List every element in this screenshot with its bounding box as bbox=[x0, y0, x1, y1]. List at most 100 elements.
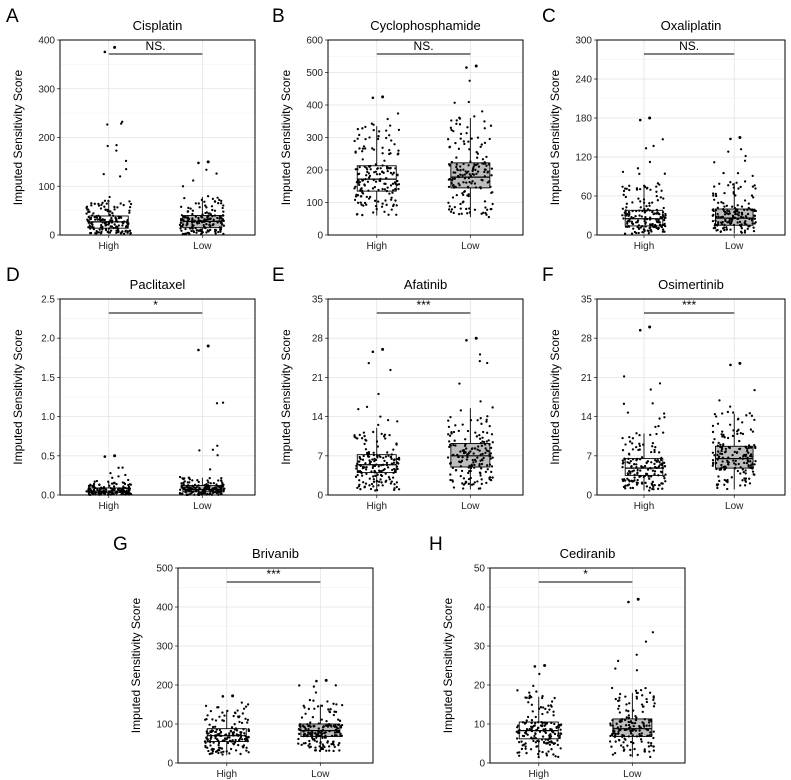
data-point bbox=[720, 216, 723, 219]
y-tick-label: 500 bbox=[306, 68, 323, 79]
data-point bbox=[467, 471, 470, 475]
data-point bbox=[314, 691, 318, 694]
x-tick-label: Low bbox=[461, 501, 480, 512]
data-point bbox=[103, 218, 106, 222]
data-point bbox=[121, 481, 124, 484]
data-point bbox=[209, 709, 213, 713]
data-point bbox=[234, 738, 237, 742]
data-point bbox=[449, 415, 452, 419]
data-point bbox=[635, 669, 639, 672]
data-point bbox=[723, 223, 726, 227]
data-point bbox=[472, 165, 475, 168]
points-high bbox=[85, 120, 133, 236]
data-point bbox=[547, 750, 550, 753]
data-point bbox=[89, 217, 92, 221]
data-point bbox=[103, 205, 106, 208]
data-point bbox=[643, 474, 646, 478]
data-point bbox=[119, 215, 122, 219]
data-point bbox=[297, 737, 300, 741]
data-point bbox=[447, 425, 451, 429]
data-point bbox=[631, 486, 635, 490]
data-point bbox=[228, 752, 231, 755]
data-point bbox=[454, 468, 458, 472]
data-point bbox=[367, 172, 371, 175]
data-point bbox=[454, 424, 457, 427]
data-point bbox=[657, 424, 660, 428]
data-point bbox=[93, 215, 96, 219]
data-point bbox=[555, 726, 558, 729]
data-point bbox=[472, 461, 475, 464]
data-point bbox=[723, 213, 727, 216]
panel-title: Afatinib bbox=[404, 277, 447, 292]
data-point bbox=[658, 221, 661, 224]
data-point bbox=[621, 718, 624, 721]
data-point bbox=[390, 480, 393, 483]
data-point bbox=[455, 119, 458, 122]
data-point bbox=[651, 225, 655, 228]
data-point bbox=[457, 212, 461, 216]
data-point bbox=[226, 709, 229, 713]
data-point bbox=[300, 716, 304, 719]
data-point bbox=[220, 479, 223, 483]
data-point bbox=[515, 737, 519, 740]
data-point bbox=[723, 191, 726, 195]
data-point bbox=[186, 222, 189, 226]
data-point bbox=[240, 721, 244, 725]
data-point bbox=[741, 213, 744, 216]
plot-frame bbox=[59, 39, 256, 236]
data-point bbox=[482, 456, 485, 460]
data-point bbox=[111, 488, 114, 491]
data-point bbox=[655, 432, 658, 436]
data-point bbox=[385, 129, 388, 132]
data-point bbox=[318, 749, 322, 752]
data-point bbox=[467, 100, 470, 104]
data-point bbox=[736, 204, 739, 207]
data-point bbox=[357, 470, 360, 473]
data-point bbox=[184, 227, 187, 231]
data-point bbox=[654, 425, 657, 429]
data-point bbox=[358, 460, 361, 463]
data-point bbox=[464, 482, 467, 485]
data-point bbox=[113, 488, 116, 491]
data-point bbox=[450, 119, 453, 122]
data-point bbox=[381, 146, 384, 149]
data-point bbox=[473, 115, 476, 118]
data-point bbox=[204, 746, 207, 749]
y-tick-label: 200 bbox=[38, 133, 55, 144]
points-high bbox=[353, 112, 401, 217]
data-point bbox=[633, 747, 636, 751]
data-point bbox=[737, 214, 740, 217]
data-point bbox=[375, 440, 379, 443]
y-tick-label: 1.5 bbox=[41, 373, 55, 384]
data-point bbox=[640, 734, 643, 738]
data-point bbox=[646, 460, 650, 463]
outlier-point bbox=[465, 339, 468, 342]
data-point bbox=[358, 181, 361, 184]
data-point bbox=[208, 468, 212, 471]
data-point bbox=[240, 738, 244, 741]
y-tick-label: 2.0 bbox=[41, 334, 55, 345]
data-point bbox=[327, 708, 330, 711]
data-point bbox=[468, 148, 471, 151]
data-point bbox=[747, 460, 750, 463]
data-point bbox=[610, 686, 614, 690]
data-point bbox=[189, 207, 192, 210]
data-point bbox=[636, 753, 639, 757]
data-point bbox=[462, 477, 466, 480]
data-point bbox=[362, 481, 365, 484]
data-point bbox=[645, 485, 649, 488]
data-point bbox=[215, 402, 219, 405]
data-point bbox=[367, 189, 370, 192]
data-point bbox=[649, 216, 652, 219]
data-point bbox=[753, 209, 756, 213]
y-tick-label: 400 bbox=[156, 603, 173, 614]
plot-frame bbox=[59, 298, 256, 496]
y-axis-label: Imputed Sensitivity Score bbox=[548, 69, 562, 205]
data-point bbox=[517, 754, 521, 757]
data-point bbox=[473, 182, 477, 185]
data-point bbox=[122, 203, 125, 207]
data-point bbox=[630, 215, 633, 219]
data-point bbox=[480, 478, 483, 481]
data-point bbox=[635, 458, 638, 461]
data-point bbox=[467, 478, 471, 481]
